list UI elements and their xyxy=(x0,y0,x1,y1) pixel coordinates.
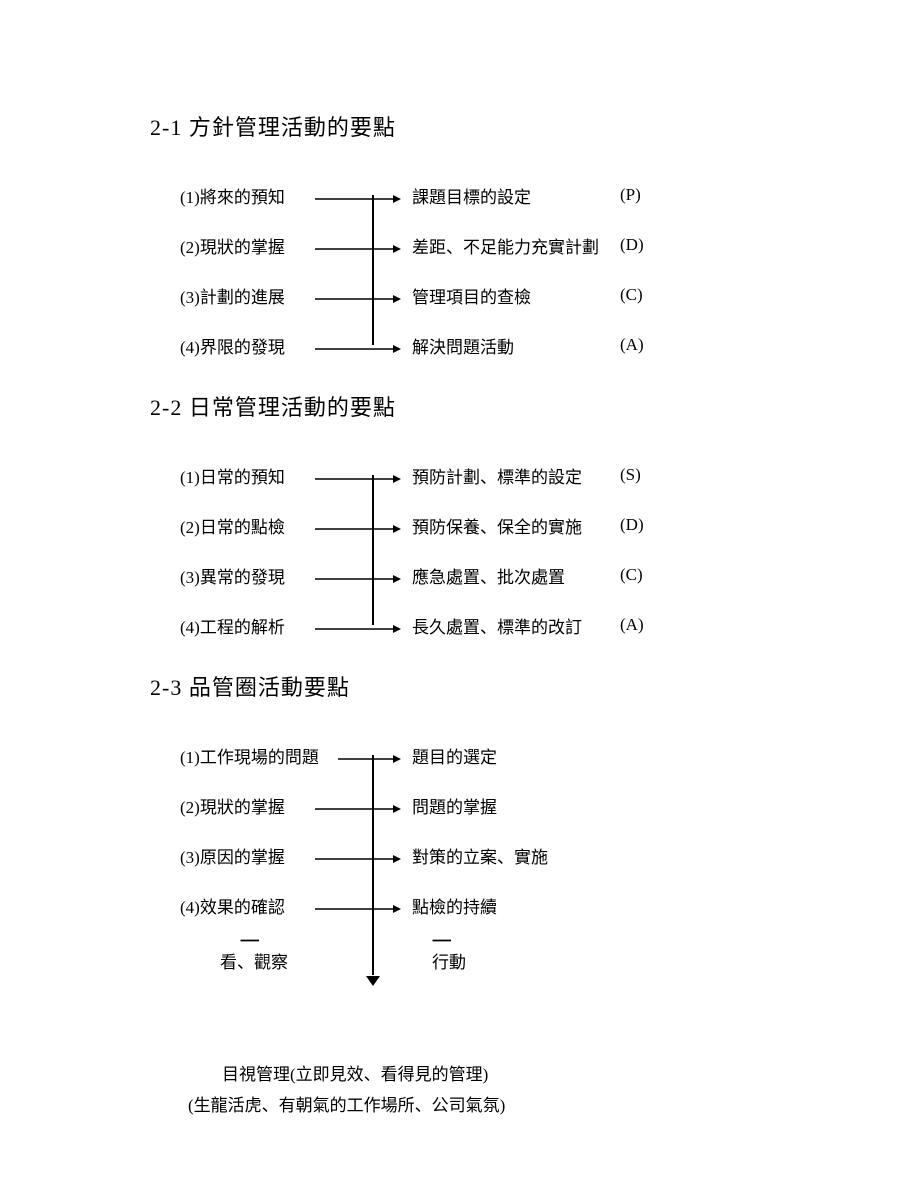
section-2-3-diagram: (1)工作現場的問題 題目的選定 (2)現狀的掌握 問題的掌握 (3)原因的掌握… xyxy=(180,730,770,990)
row-mid-text: 問題的掌握 xyxy=(412,793,497,818)
diagram-row: (1)工作現場的問題 題目的選定 xyxy=(180,730,770,780)
section-2-2-title: 2-2 日常管理活動的要點 xyxy=(150,390,770,422)
row-left-text: (4)界限的發現 xyxy=(180,333,330,358)
arrow-right-icon xyxy=(315,624,401,626)
row-left-text: (2)日常的點檢 xyxy=(180,513,330,538)
row-left-text: (1)日常的預知 xyxy=(180,463,330,488)
diagram-row: (3)原因的掌握 對策的立案、實施 xyxy=(180,830,770,880)
row-tag: (C) xyxy=(620,565,643,585)
arrow-down-icon xyxy=(366,973,380,991)
row-left-text: (4)工程的解析 xyxy=(180,613,330,638)
arrow-right-icon xyxy=(315,904,401,906)
diagram-row: (3)計劃的進展 管理項目的查檢 (C) xyxy=(180,270,770,320)
row-mid-text: 預防計劃、標準的設定 xyxy=(412,463,582,488)
row-left-text: (3)計劃的進展 xyxy=(180,283,330,308)
row-tag: (C) xyxy=(620,285,643,305)
arrow-right-icon xyxy=(315,294,401,296)
row-left-text: (1)工作現場的問題 xyxy=(180,743,330,768)
diagram-row: (2)現狀的掌握 問題的掌握 xyxy=(180,780,770,830)
row-tag: (A) xyxy=(620,615,644,635)
row-left-text: (1)將來的預知 xyxy=(180,183,330,208)
row-tag: (D) xyxy=(620,515,644,535)
document-page: 2-1 方針管理活動的要點 (1)將來的預知 課題目標的設定 (P) (2)現狀… xyxy=(0,0,770,1121)
section-2-1-title: 2-1 方針管理活動的要點 xyxy=(150,110,770,142)
row-mid-text: 題目的選定 xyxy=(412,743,497,768)
diagram-row: (4)工程的解析 長久處置、標準的改訂 (A) xyxy=(180,600,770,650)
diagram-row: (2)日常的點檢 預防保養、保全的實施 (D) xyxy=(180,500,770,550)
right-annotation: 行動 xyxy=(432,948,466,973)
row-tag: (S) xyxy=(620,465,641,485)
arrow-right-icon xyxy=(315,804,401,806)
arrow-right-icon xyxy=(315,474,401,476)
bottom-line-1: 目視管理(立即見效、看得見的管理) xyxy=(222,1060,770,1091)
left-annotation: 看、觀察 xyxy=(220,948,288,973)
arrow-right-icon xyxy=(315,574,401,576)
diagram-row: (3)異常的發現 應急處置、批次處置 (C) xyxy=(180,550,770,600)
section-2-3: 2-3 品管圈活動要點 (1)工作現場的問題 題目的選定 (2)現狀的掌握 問題… xyxy=(150,670,770,1121)
diagram-row: (2)現狀的掌握 差距、不足能力充實計劃 (D) xyxy=(180,220,770,270)
arrow-right-icon xyxy=(315,344,401,346)
row-mid-text: 點檢的持續 xyxy=(412,893,497,918)
row-mid-text: 應急處置、批次處置 xyxy=(412,563,565,588)
row-mid-text: 長久處置、標準的改訂 xyxy=(412,613,582,638)
row-mid-text: 預防保養、保全的實施 xyxy=(412,513,582,538)
diagram-row: (4)效果的確認 點檢的持續 xyxy=(180,880,770,930)
section-2-1-diagram: (1)將來的預知 課題目標的設定 (P) (2)現狀的掌握 差距、不足能力充實計… xyxy=(180,170,770,370)
arrow-right-icon xyxy=(315,244,401,246)
row-tag: (A) xyxy=(620,335,644,355)
section-2-1: 2-1 方針管理活動的要點 (1)將來的預知 課題目標的設定 (P) (2)現狀… xyxy=(150,110,770,370)
row-mid-text: 差距、不足能力充實計劃 xyxy=(412,233,599,258)
bottom-text-block: 目視管理(立即見效、看得見的管理) (生龍活虎、有朝氣的工作場所、公司氣氛) xyxy=(180,1060,770,1121)
row-mid-text: 對策的立案、實施 xyxy=(412,843,548,868)
arrow-right-icon xyxy=(338,754,401,756)
row-left-text: (2)現狀的掌握 xyxy=(180,233,330,258)
row-tag: (P) xyxy=(620,185,641,205)
arrow-right-icon xyxy=(315,854,401,856)
equals-connector-icon: || xyxy=(239,938,262,939)
row-mid-text: 解決問題活動 xyxy=(412,333,514,358)
section-2-2-diagram: (1)日常的預知 預防計劃、標準的設定 (S) (2)日常的點檢 預防保養、保全… xyxy=(180,450,770,650)
arrow-right-icon xyxy=(315,524,401,526)
row-left-text: (3)原因的掌握 xyxy=(180,843,330,868)
arrow-right-icon xyxy=(315,194,401,196)
diagram-row: (1)將來的預知 課題目標的設定 (P) xyxy=(180,170,770,220)
diagram-row: (1)日常的預知 預防計劃、標準的設定 (S) xyxy=(180,450,770,500)
row-mid-text: 課題目標的設定 xyxy=(412,183,531,208)
row-mid-text: 管理項目的查檢 xyxy=(412,283,531,308)
bottom-line-2: (生龍活虎、有朝氣的工作場所、公司氣氛) xyxy=(188,1091,770,1122)
row-left-text: (4)效果的確認 xyxy=(180,893,330,918)
diagram-row: (4)界限的發現 解決問題活動 (A) xyxy=(180,320,770,370)
row-left-text: (2)現狀的掌握 xyxy=(180,793,330,818)
row-left-text: (3)異常的發現 xyxy=(180,563,330,588)
section-2-3-title: 2-3 品管圈活動要點 xyxy=(150,670,770,702)
section-2-2: 2-2 日常管理活動的要點 (1)日常的預知 預防計劃、標準的設定 (S) (2… xyxy=(150,390,770,650)
row-tag: (D) xyxy=(620,235,644,255)
equals-connector-icon: || xyxy=(431,938,454,939)
